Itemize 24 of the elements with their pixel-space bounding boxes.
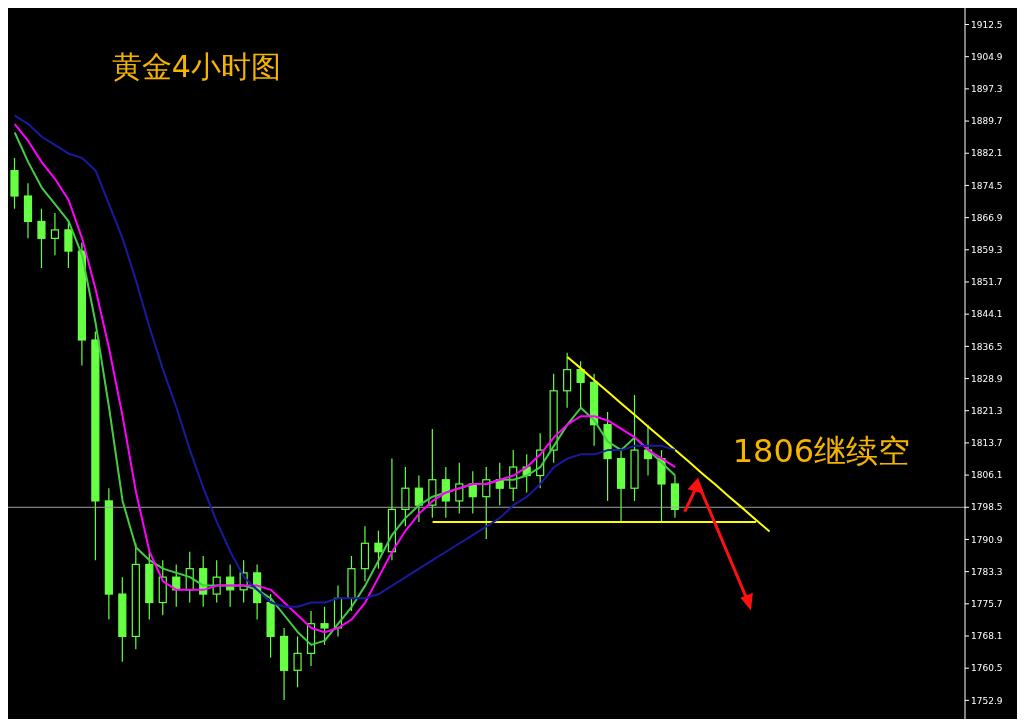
y-tick-label: 1866.9 bbox=[971, 212, 1003, 223]
annotation: 1806继续空 bbox=[732, 431, 911, 473]
text: 黄金4小时图 bbox=[111, 48, 281, 87]
y-tick-label: 1821.3 bbox=[971, 405, 1003, 416]
y-tick-label: 1859.3 bbox=[971, 244, 1003, 255]
y-tick-label: 1836.5 bbox=[971, 341, 1003, 352]
y-tick-label: 1813.7 bbox=[971, 438, 1003, 449]
y-tick-label: 1790.9 bbox=[971, 534, 1003, 545]
y-tick-label: 1775.7 bbox=[971, 599, 1003, 610]
y-tick-label: 1806.1 bbox=[971, 470, 1003, 481]
y-tick-label: 1889.7 bbox=[971, 116, 1003, 127]
y-tick-label: 1783.3 bbox=[971, 566, 1003, 577]
y-tick-label: 1760.5 bbox=[971, 663, 1003, 674]
y-tick-label: 1882.1 bbox=[971, 148, 1003, 159]
y-tick-label: 1851.7 bbox=[971, 277, 1003, 288]
y-tick-label: 1752.9 bbox=[971, 695, 1003, 706]
y-tick-label: 1904.9 bbox=[971, 51, 1003, 62]
y-tick-label: 1874.5 bbox=[971, 180, 1003, 191]
y-tick-label: 1828.9 bbox=[971, 373, 1003, 384]
y-tick-label: 1912.5 bbox=[971, 19, 1003, 30]
y-tick-label: 1897.3 bbox=[971, 84, 1003, 95]
y-tick-label: 1768.1 bbox=[971, 631, 1003, 642]
y-tick-label: 1798.5 bbox=[971, 502, 1003, 513]
y-tick-label: 1844.1 bbox=[971, 309, 1003, 320]
